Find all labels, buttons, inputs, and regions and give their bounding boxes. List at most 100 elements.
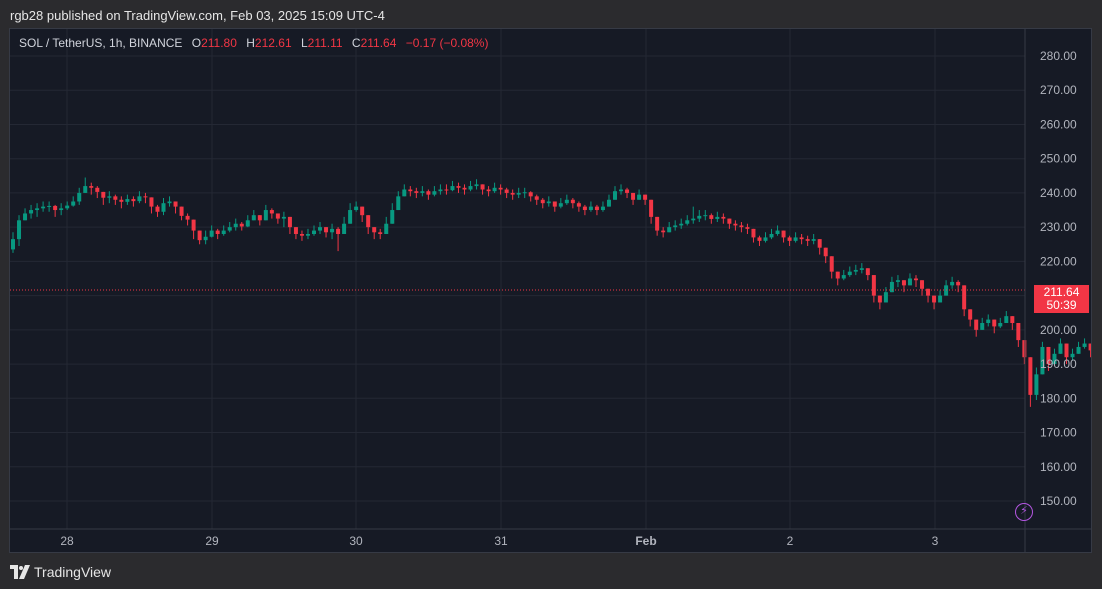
candle-body	[1064, 343, 1069, 358]
candle-body	[799, 237, 804, 240]
candle-body	[895, 280, 900, 282]
candle-body	[558, 203, 563, 207]
open-value: 211.80	[201, 36, 237, 50]
low-label: L	[300, 36, 308, 50]
candle-body	[631, 192, 636, 200]
candle-body	[53, 205, 58, 211]
close-value: 211.64	[360, 36, 397, 50]
candle-body	[173, 201, 178, 207]
candle-body	[685, 220, 690, 224]
candle-body	[155, 206, 160, 212]
candle-body	[444, 189, 449, 191]
lightning-bolt-icon[interactable]: ⚡	[1015, 503, 1033, 521]
candle-body	[673, 225, 678, 228]
candle-body	[275, 213, 280, 219]
candle-body	[348, 210, 353, 224]
x-tick-label: Feb	[635, 534, 656, 548]
candle-body	[926, 288, 931, 296]
candle-body	[986, 319, 991, 323]
candle-body	[907, 278, 912, 286]
ohlc-legend: SOL / TetherUS, 1h, BINANCE O211.80 H212…	[19, 35, 488, 51]
candle-body	[877, 295, 882, 303]
candle-body	[83, 186, 88, 193]
candle-body	[781, 230, 786, 238]
candle-body	[366, 215, 371, 228]
candle-body	[570, 199, 575, 204]
candle-body	[269, 210, 274, 214]
candles	[10, 177, 1091, 407]
candle-body	[1040, 346, 1045, 375]
candle-body	[763, 237, 768, 241]
symbol-label[interactable]: SOL / TetherUS, 1h, BINANCE	[19, 36, 183, 50]
candle-body	[534, 196, 539, 200]
candle-body	[637, 194, 642, 200]
y-tick-label: 160.00	[1040, 460, 1077, 474]
candle-body	[65, 205, 70, 209]
candle-body	[305, 234, 310, 236]
candle-body	[1058, 343, 1063, 354]
chart-pane[interactable]: 150.00160.00170.00180.00190.00200.00210.…	[9, 28, 1092, 553]
candle-body	[29, 210, 34, 214]
candle-body	[667, 227, 672, 233]
x-tick-label: 29	[205, 534, 219, 548]
candle-body	[552, 201, 557, 207]
y-tick-label: 270.00	[1040, 83, 1077, 97]
candle-body	[564, 199, 569, 204]
candle-body	[871, 275, 876, 296]
candle-body	[956, 281, 961, 286]
tradingview-footer: TradingView	[10, 562, 111, 582]
candle-body	[245, 220, 250, 227]
candle-body	[655, 216, 660, 231]
candle-body	[643, 194, 648, 200]
candle-body	[733, 223, 738, 226]
candle-body	[594, 206, 599, 211]
candle-body	[932, 295, 937, 303]
candle-body	[71, 201, 76, 206]
candle-body	[468, 186, 473, 190]
grid-lines	[10, 29, 1025, 529]
candle-body	[829, 256, 834, 272]
candle-body	[901, 280, 906, 286]
candle-body	[372, 227, 377, 233]
candle-body	[974, 319, 979, 330]
candle-body	[462, 187, 467, 190]
candle-body	[263, 210, 268, 221]
high-label: H	[246, 36, 255, 50]
candle-body	[480, 184, 485, 190]
candle-body	[1010, 316, 1015, 323]
publish-info: rgb28 published on TradingView.com, Feb …	[10, 8, 385, 23]
candle-body	[522, 192, 527, 194]
y-tick-label: 190.00	[1040, 357, 1077, 371]
candle-body	[492, 187, 497, 192]
candle-body	[950, 281, 955, 286]
candle-body	[1082, 343, 1087, 347]
candle-body	[233, 223, 238, 228]
candle-body	[143, 196, 148, 198]
candle-body	[600, 206, 605, 211]
candle-body	[486, 189, 491, 192]
price-chart[interactable]: 150.00160.00170.00180.00190.00200.00210.…	[10, 29, 1092, 553]
y-tick-label: 260.00	[1040, 117, 1077, 131]
candle-body	[203, 236, 208, 241]
candle-body	[101, 191, 106, 198]
candle-body	[396, 196, 401, 211]
candle-body	[649, 199, 654, 217]
candle-body	[546, 201, 551, 204]
candle-body	[1028, 357, 1033, 395]
y-tick-label: 150.00	[1040, 494, 1077, 508]
candle-body	[625, 189, 630, 193]
candle-body	[378, 232, 383, 234]
y-tick-label: 200.00	[1040, 323, 1077, 337]
candle-body	[414, 191, 419, 193]
candle-body	[41, 206, 46, 209]
candle-body	[257, 215, 262, 221]
candle-body	[847, 271, 852, 276]
candle-body	[727, 218, 732, 224]
candle-body	[119, 199, 124, 202]
candle-body	[330, 228, 335, 233]
candle-body	[769, 234, 774, 238]
candle-body	[504, 189, 509, 193]
candle-body	[287, 216, 292, 228]
candle-body	[281, 216, 286, 219]
candle-body	[1034, 374, 1039, 395]
